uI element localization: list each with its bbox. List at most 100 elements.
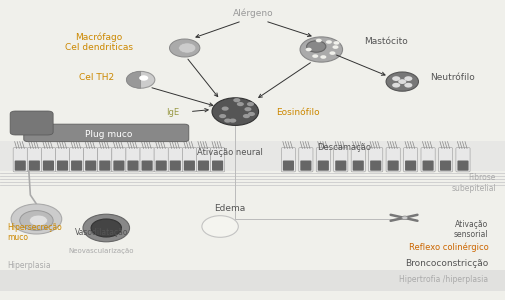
FancyBboxPatch shape [71, 160, 82, 171]
Circle shape [233, 98, 240, 102]
Text: Ativação
sensorial: Ativação sensorial [453, 220, 487, 239]
FancyBboxPatch shape [196, 148, 210, 172]
FancyBboxPatch shape [369, 160, 381, 171]
FancyBboxPatch shape [404, 160, 415, 171]
FancyBboxPatch shape [437, 148, 452, 172]
Text: Edema: Edema [214, 204, 245, 213]
FancyBboxPatch shape [13, 148, 27, 172]
FancyBboxPatch shape [420, 148, 434, 172]
Circle shape [385, 72, 418, 91]
FancyBboxPatch shape [334, 160, 345, 171]
FancyBboxPatch shape [112, 148, 126, 172]
Text: Neovascularização: Neovascularização [68, 248, 134, 254]
FancyBboxPatch shape [169, 160, 180, 171]
Circle shape [299, 37, 342, 62]
Text: Hipertrofia /hiperplasia: Hipertrofia /hiperplasia [398, 275, 487, 284]
FancyBboxPatch shape [422, 160, 433, 171]
FancyBboxPatch shape [15, 160, 26, 171]
Circle shape [201, 216, 238, 237]
FancyBboxPatch shape [183, 160, 194, 171]
Circle shape [332, 45, 338, 49]
Circle shape [247, 112, 255, 116]
Circle shape [391, 76, 399, 81]
Circle shape [169, 39, 199, 57]
FancyBboxPatch shape [385, 148, 399, 172]
Text: Cel TH2: Cel TH2 [78, 74, 114, 82]
Text: Reflexo colinérgico: Reflexo colinérgico [408, 243, 487, 252]
FancyBboxPatch shape [281, 148, 295, 172]
FancyBboxPatch shape [41, 148, 56, 172]
Text: Eosinófilo: Eosinófilo [275, 108, 319, 117]
FancyBboxPatch shape [168, 148, 182, 172]
Circle shape [229, 118, 236, 123]
FancyBboxPatch shape [387, 160, 398, 171]
Circle shape [315, 39, 321, 42]
Text: IgE: IgE [166, 108, 179, 117]
Text: Plug muco: Plug muco [85, 130, 132, 139]
Text: Hiperplasia: Hiperplasia [8, 261, 51, 270]
Text: Neutrófilo: Neutrófilo [429, 74, 474, 82]
Text: Vasodilatação: Vasodilatação [74, 228, 128, 237]
FancyBboxPatch shape [210, 148, 224, 172]
FancyBboxPatch shape [69, 148, 83, 172]
Circle shape [236, 102, 243, 106]
FancyBboxPatch shape [212, 160, 223, 171]
Text: Descamação: Descamação [317, 142, 370, 152]
Text: Macrófago
Cel dendriticas: Macrófago Cel dendriticas [65, 32, 132, 52]
Circle shape [397, 79, 406, 84]
FancyBboxPatch shape [126, 148, 140, 172]
Circle shape [91, 219, 121, 237]
FancyBboxPatch shape [439, 160, 450, 171]
FancyBboxPatch shape [27, 148, 41, 172]
Circle shape [139, 75, 148, 81]
Circle shape [333, 41, 339, 45]
Circle shape [320, 55, 326, 59]
Circle shape [83, 214, 129, 242]
FancyBboxPatch shape [197, 160, 209, 171]
Circle shape [403, 83, 412, 88]
FancyBboxPatch shape [24, 124, 188, 142]
FancyBboxPatch shape [156, 160, 167, 171]
Text: Fibrose
subepitelial: Fibrose subepitelial [450, 173, 495, 193]
Circle shape [329, 51, 335, 55]
Circle shape [126, 71, 155, 88]
Circle shape [244, 107, 251, 111]
FancyBboxPatch shape [333, 148, 347, 172]
FancyBboxPatch shape [282, 160, 293, 171]
Text: Hipersecreção
muco: Hipersecreção muco [8, 223, 62, 242]
FancyBboxPatch shape [141, 160, 153, 171]
Circle shape [391, 83, 399, 88]
FancyBboxPatch shape [368, 148, 382, 172]
Circle shape [242, 114, 249, 118]
Circle shape [305, 48, 311, 51]
FancyBboxPatch shape [10, 111, 53, 135]
FancyBboxPatch shape [113, 160, 124, 171]
FancyBboxPatch shape [97, 148, 112, 172]
FancyBboxPatch shape [298, 148, 312, 172]
FancyBboxPatch shape [403, 148, 417, 172]
Circle shape [246, 102, 254, 106]
Text: Mastócito: Mastócito [364, 38, 407, 46]
FancyBboxPatch shape [317, 160, 328, 171]
FancyBboxPatch shape [350, 148, 365, 172]
Circle shape [219, 114, 226, 118]
Circle shape [403, 76, 412, 81]
Circle shape [20, 211, 53, 230]
FancyBboxPatch shape [182, 148, 196, 172]
Text: Ativação neural: Ativação neural [197, 148, 263, 157]
Text: Alérgeno: Alérgeno [232, 9, 273, 18]
Polygon shape [0, 141, 505, 171]
Circle shape [312, 54, 318, 58]
Polygon shape [0, 270, 505, 291]
FancyBboxPatch shape [140, 148, 154, 172]
FancyBboxPatch shape [299, 160, 311, 171]
FancyBboxPatch shape [29, 160, 40, 171]
FancyBboxPatch shape [57, 160, 68, 171]
FancyBboxPatch shape [43, 160, 54, 171]
FancyBboxPatch shape [83, 148, 97, 172]
FancyBboxPatch shape [352, 160, 363, 171]
FancyBboxPatch shape [85, 160, 96, 171]
Wedge shape [126, 71, 140, 88]
Circle shape [325, 40, 331, 44]
FancyBboxPatch shape [457, 160, 468, 171]
